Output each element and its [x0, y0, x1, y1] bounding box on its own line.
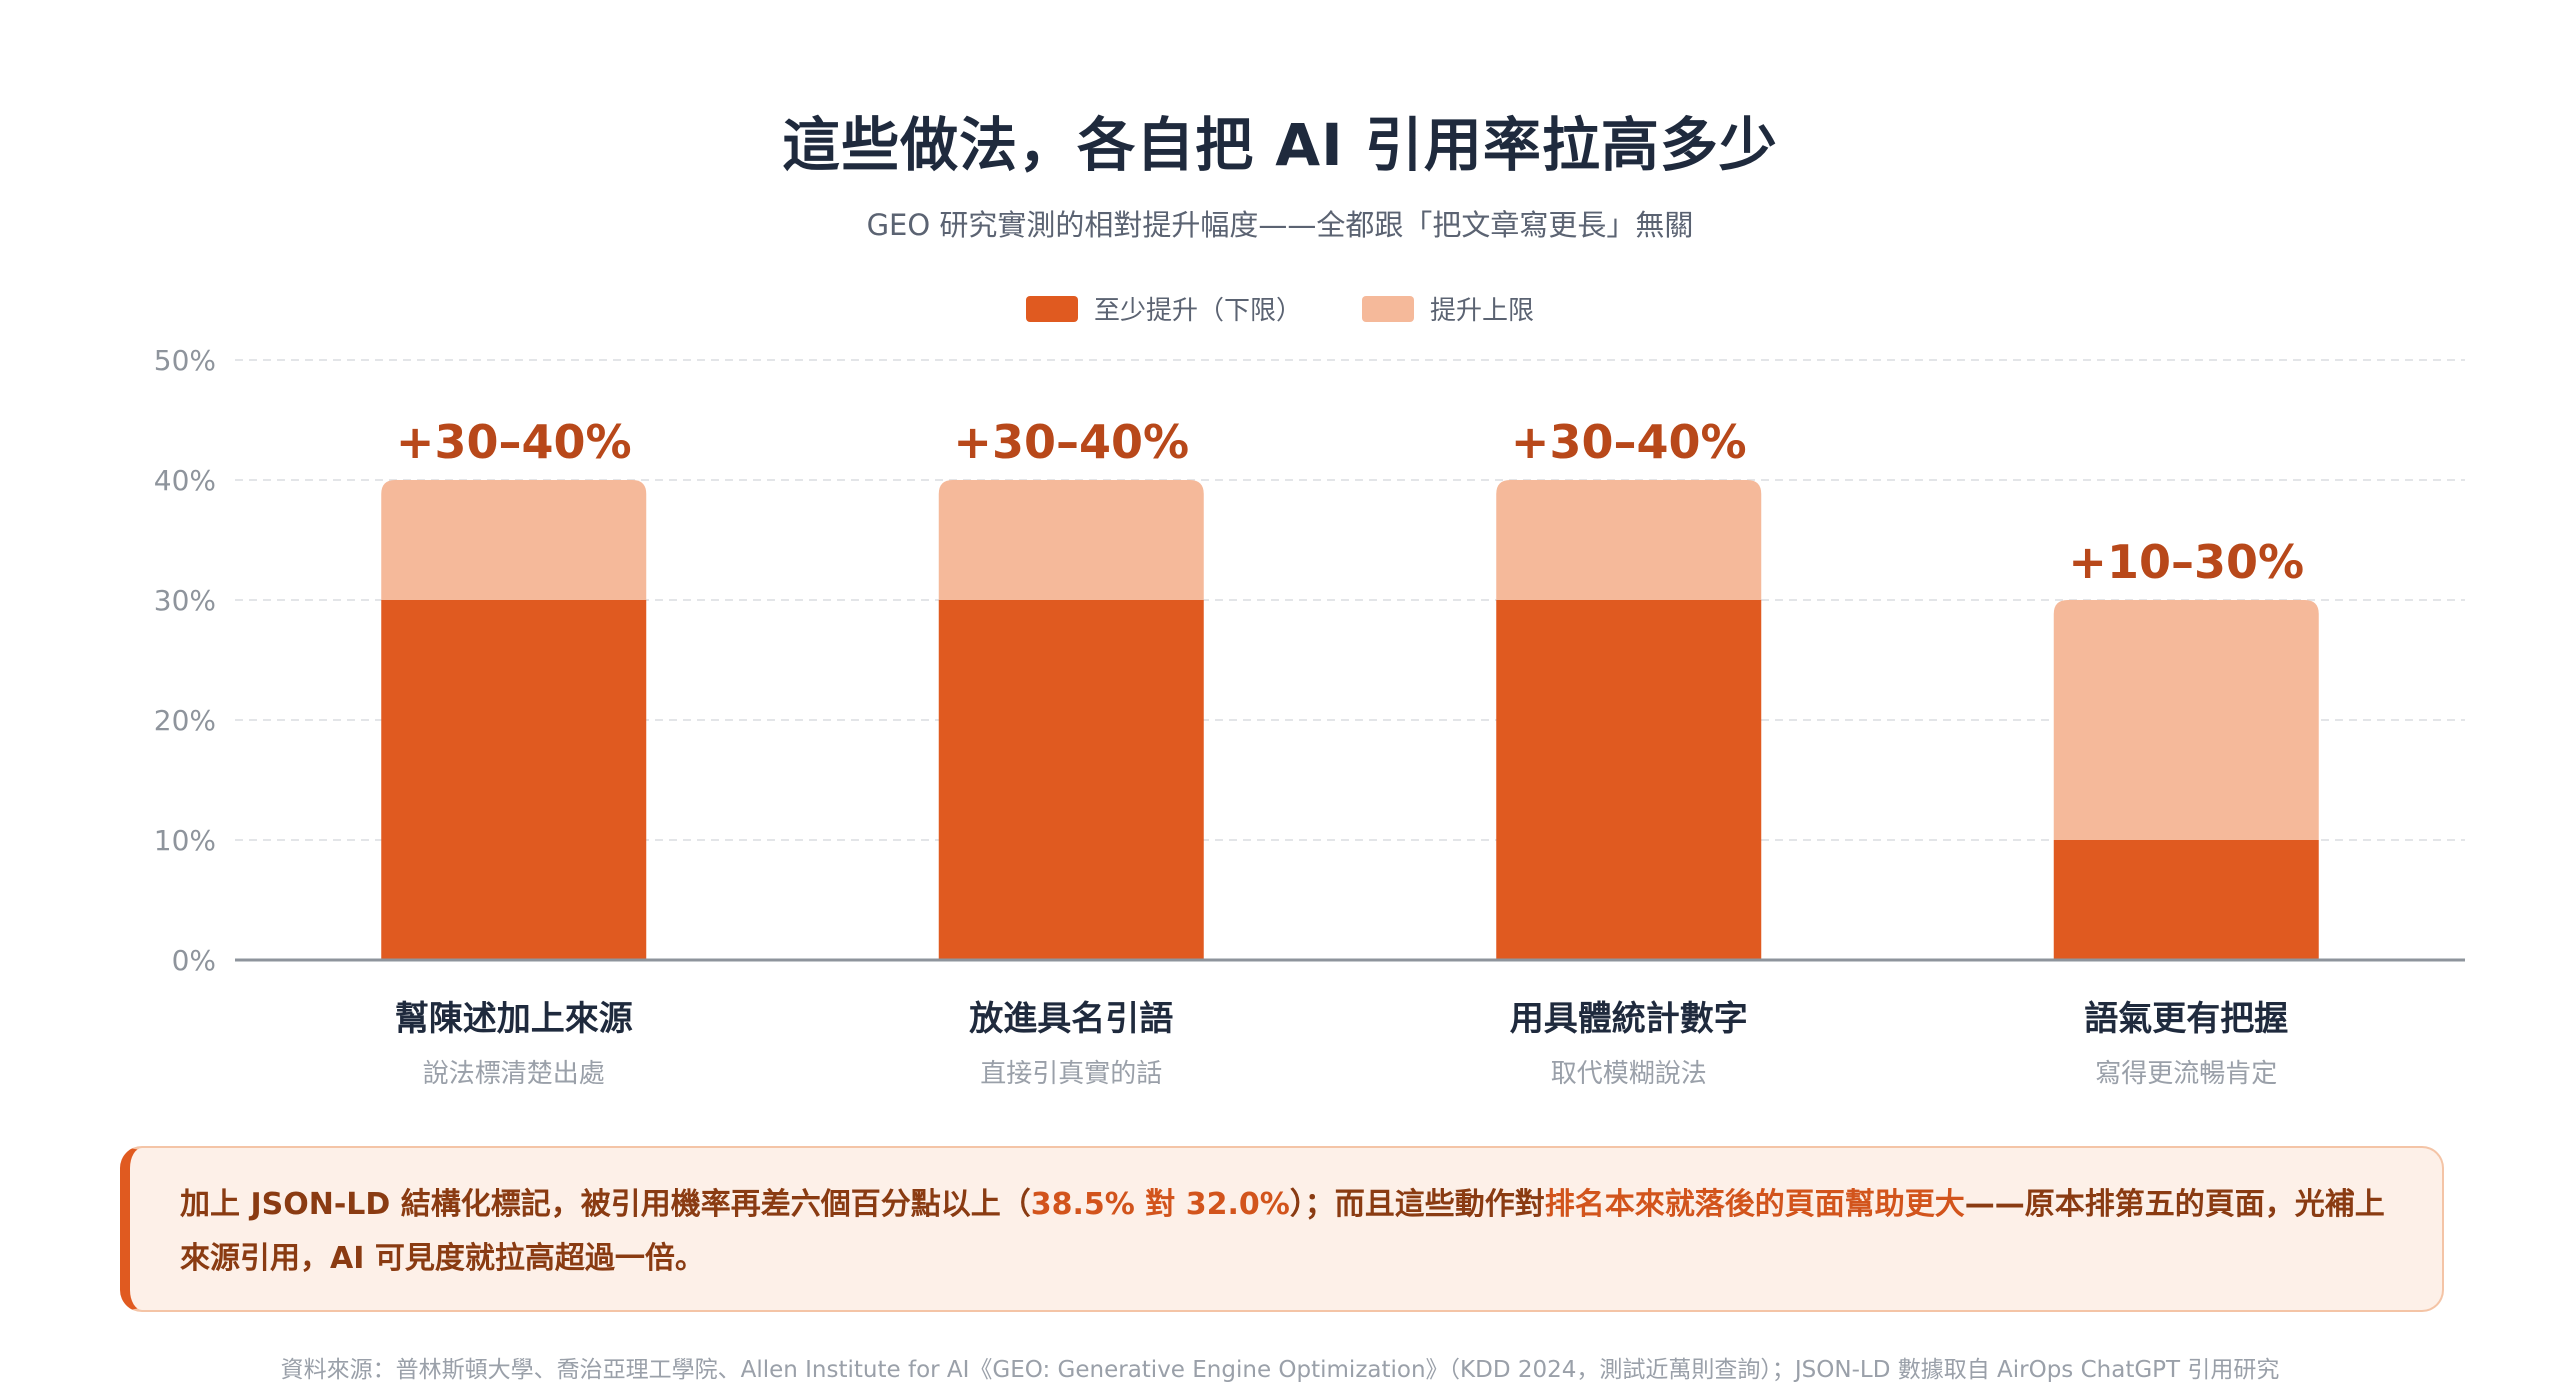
- category-label: 放進具名引語: [969, 999, 1173, 1039]
- callout-text-1: 加上 JSON-LD 結構化標記，被引用機率再差六個百分點以上（: [180, 1187, 1031, 1222]
- legend-swatch-upper: [1362, 295, 1414, 322]
- legend-label-upper: 提升上限: [1430, 296, 1535, 326]
- chart-legend: 至少提升（下限） 提升上限: [0, 290, 2560, 327]
- bar-upper-segment: [381, 480, 647, 600]
- y-tick-label: 10%: [154, 824, 216, 857]
- category-sublabel: 取代模糊說法: [1551, 1059, 1707, 1089]
- y-tick-label: 0%: [172, 944, 216, 977]
- chart-title: 這些做法，各自把 AI 引用率拉高多少: [782, 111, 1778, 179]
- bar-upper-segment: [2053, 600, 2319, 840]
- legend-item-lower: 至少提升（下限）: [1025, 290, 1302, 327]
- bar-upper-segment: [1496, 480, 1762, 600]
- category-sublabel: 直接引真實的話: [980, 1059, 1162, 1089]
- bar-lower-segment: [938, 600, 1204, 960]
- callout-text-2: ）；而且這些動作對: [1289, 1187, 1545, 1222]
- insight-callout: 加上 JSON-LD 結構化標記，被引用機率再差六個百分點以上（38.5% 對 …: [120, 1146, 2444, 1312]
- y-tick-label: 50%: [154, 344, 216, 377]
- chart-subtitle: GEO 研究實測的相對提升幅度——全都跟「把文章寫更長」無關: [866, 208, 1694, 242]
- bar-upper-segment: [938, 480, 1204, 600]
- category-sublabel: 寫得更流暢肯定: [2095, 1059, 2277, 1089]
- category-label: 用具體統計數字: [1510, 999, 1748, 1039]
- bar-value-label: +30–40%: [953, 415, 1189, 469]
- y-tick-label: 40%: [154, 464, 216, 497]
- category-sublabel: 說法標清楚出處: [423, 1059, 605, 1089]
- callout-text-3: ——原本排第五的頁面，光補上來源引用，AI 可見度就拉高超過一倍。: [180, 1187, 2385, 1276]
- callout-highlight-stat: 38.5% 對 32.0%: [1030, 1187, 1290, 1222]
- legend-swatch-lower: [1025, 295, 1078, 322]
- bar-value-label: +30–40%: [1511, 415, 1747, 469]
- category-label: 語氣更有把握: [2084, 999, 2288, 1039]
- y-tick-label: 20%: [154, 704, 216, 737]
- source-note: 資料來源：普林斯頓大學、喬治亞理工學院、Allen Institute for …: [280, 1357, 2280, 1383]
- legend-item-upper: 提升上限: [1362, 290, 1534, 327]
- category-label: 幫陳述加上來源: [395, 999, 633, 1039]
- legend-label-lower: 至少提升（下限）: [1093, 296, 1302, 326]
- bar-value-label: +10–30%: [2068, 535, 2304, 589]
- callout-highlight-phrase: 排名本來就落後的頁面幫助更大: [1544, 1187, 1965, 1222]
- bar-value-label: +30–40%: [396, 415, 632, 469]
- bar-lower-segment: [381, 600, 647, 960]
- y-tick-label: 30%: [154, 584, 216, 617]
- bar-lower-segment: [2053, 840, 2319, 960]
- bar-lower-segment: [1496, 600, 1762, 960]
